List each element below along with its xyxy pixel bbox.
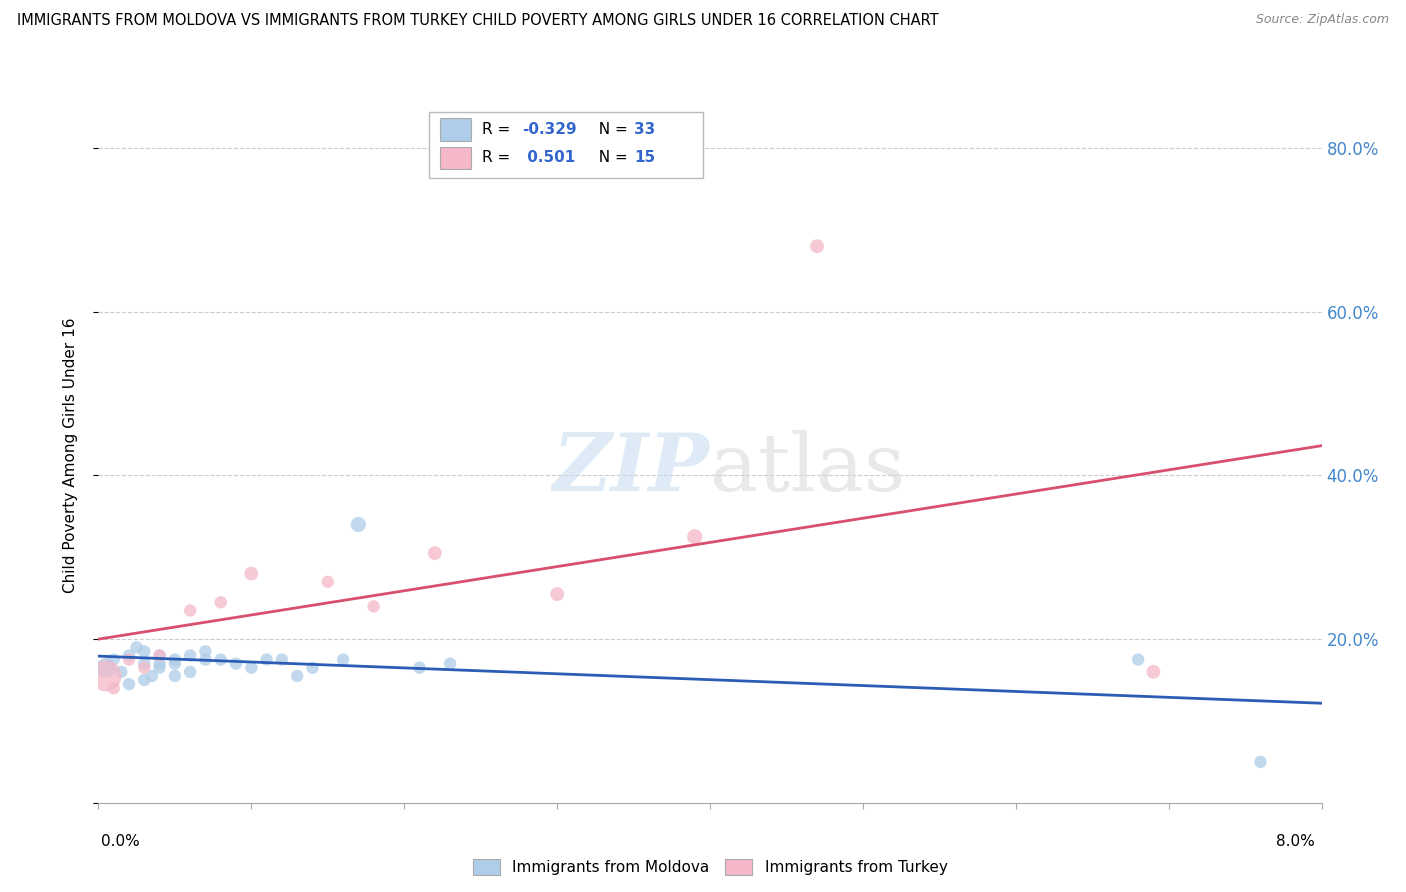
Point: [163, 669, 186, 683]
Text: 0.0%: 0.0%: [101, 834, 141, 849]
Text: 15: 15: [634, 151, 655, 165]
Point: [134, 661, 156, 675]
Point: [546, 587, 568, 601]
Text: N =: N =: [589, 151, 633, 165]
Text: IMMIGRANTS FROM MOLDOVA VS IMMIGRANTS FROM TURKEY CHILD POVERTY AMONG GIRLS UNDE: IMMIGRANTS FROM MOLDOVA VS IMMIGRANTS FR…: [17, 13, 938, 29]
Text: 8.0%: 8.0%: [1275, 834, 1315, 849]
Point: [179, 648, 201, 663]
Point: [103, 681, 125, 696]
Text: N =: N =: [589, 122, 633, 136]
Point: [270, 652, 294, 666]
Point: [149, 648, 172, 663]
Point: [110, 665, 132, 679]
Text: 33: 33: [634, 122, 655, 136]
Point: [439, 657, 461, 671]
Point: [683, 530, 706, 544]
Point: [179, 665, 201, 679]
Point: [149, 661, 172, 675]
Point: [209, 652, 232, 666]
Point: [806, 239, 828, 253]
Point: [94, 661, 117, 675]
Text: ZIP: ZIP: [553, 430, 710, 508]
Point: [118, 652, 141, 666]
Point: [363, 599, 385, 614]
Point: [332, 652, 354, 666]
Point: [316, 574, 339, 589]
Point: [240, 661, 263, 675]
Y-axis label: Child Poverty Among Girls Under 16: Child Poverty Among Girls Under 16: [63, 318, 77, 592]
Point: [125, 640, 148, 655]
Point: [118, 677, 141, 691]
Point: [149, 657, 172, 671]
Point: [163, 657, 186, 671]
Text: R =: R =: [482, 122, 516, 136]
Point: [194, 652, 217, 666]
Text: atlas: atlas: [710, 430, 905, 508]
Text: 0.501: 0.501: [522, 151, 575, 165]
Point: [134, 657, 156, 671]
Point: [301, 661, 323, 675]
Point: [103, 652, 125, 666]
Legend: Immigrants from Moldova, Immigrants from Turkey: Immigrants from Moldova, Immigrants from…: [472, 859, 948, 875]
Point: [225, 657, 247, 671]
Point: [1128, 652, 1150, 666]
Point: [179, 603, 201, 617]
Point: [347, 517, 370, 532]
Point: [408, 661, 430, 675]
Point: [141, 669, 163, 683]
Point: [423, 546, 446, 560]
Point: [1142, 665, 1164, 679]
Point: [149, 648, 172, 663]
Point: [256, 652, 278, 666]
Point: [134, 644, 156, 658]
Point: [1249, 755, 1271, 769]
Text: -0.329: -0.329: [522, 122, 576, 136]
Point: [163, 652, 186, 666]
Point: [194, 644, 217, 658]
Point: [285, 669, 308, 683]
Point: [240, 566, 263, 581]
Point: [209, 595, 232, 609]
Text: Source: ZipAtlas.com: Source: ZipAtlas.com: [1256, 13, 1389, 27]
Text: R =: R =: [482, 151, 516, 165]
Point: [118, 648, 141, 663]
Point: [134, 673, 156, 687]
Point: [94, 669, 117, 683]
